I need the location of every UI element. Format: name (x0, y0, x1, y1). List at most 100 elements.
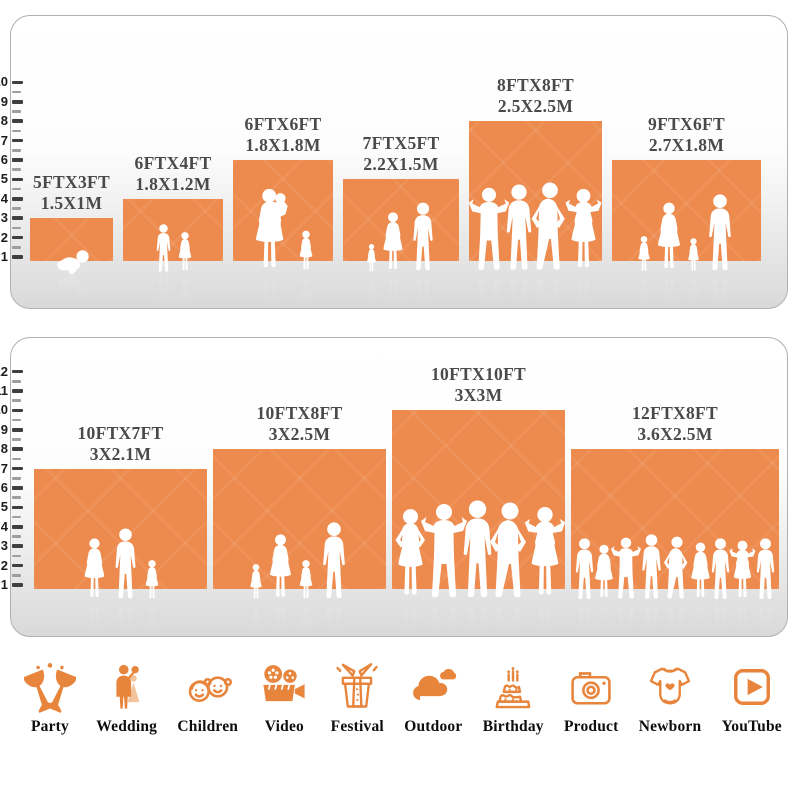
person-silhouette-man (110, 528, 141, 602)
ruler-tick-major (12, 369, 23, 374)
backdrop-size-m: 1.5X1M (40, 192, 103, 213)
category-item-video: Video (258, 660, 310, 736)
people-reflection (109, 274, 237, 324)
ruler-tick-major (12, 525, 23, 529)
backdrop-size-m: 1.8X1.8M (245, 134, 321, 155)
backdrop-size-m: 3X2.5M (268, 423, 331, 444)
backdrop-size-m: 1.8X1.2M (135, 173, 211, 194)
outdoor-icon (407, 660, 459, 714)
backdrop-label: 9FTX6FT 2.7X1.8M (648, 114, 725, 155)
ruler-number: 4 (0, 190, 8, 206)
ruler-tick-minor (12, 477, 21, 480)
backdrop-size-ft: 10FTX7FT (77, 423, 164, 444)
backdrop-size-ft: 12FTX8FT (631, 403, 719, 424)
backdrop-label: 5FTX3FT 1.5X1M (33, 172, 110, 213)
person-silhouette-girl (176, 274, 194, 316)
ruler-number: 3 (0, 210, 8, 226)
backdrop-9ftx6ft: 9FTX6FT 2.7X1.8M (612, 114, 761, 261)
ruler-tick-major (12, 486, 23, 490)
people-group (109, 224, 237, 274)
ruler-number: 4 (0, 518, 8, 534)
backdrop-size-ft: 7FTX5FT (362, 133, 440, 154)
ruler-number: 8 (0, 441, 8, 457)
ruler-tick-major (12, 583, 23, 587)
person-silhouette-girl (143, 602, 161, 644)
ruler-number: 7 (0, 460, 8, 476)
category-label: Party (30, 718, 69, 735)
person-silhouette-girl (686, 274, 701, 310)
person-silhouette-man (408, 202, 438, 274)
backdrop-size-m: 3.6X2.5M (637, 423, 713, 444)
ruler-tick-major (12, 428, 23, 432)
person-silhouette-girl (143, 560, 161, 602)
ruler-tick-major (12, 158, 23, 162)
ruler-tick-major (12, 544, 23, 548)
ruler-tick-major (12, 197, 23, 201)
person-silhouette-baby (52, 274, 91, 300)
ruler-tick-major (12, 466, 23, 471)
ruler-number: 10 (0, 74, 8, 90)
person-silhouette-woman (380, 274, 406, 336)
backdrop-size-ft: 9FTX6FT (648, 114, 725, 135)
backdrop-label: 7FTX5FT 2.2X1.5M (363, 133, 440, 174)
ruler-tick-major (12, 80, 23, 85)
person-silhouette-man (752, 538, 779, 602)
ruler-number: 9 (0, 421, 8, 437)
ruler-number: 1 (0, 577, 8, 592)
ruler-number: 3 (0, 538, 8, 554)
person-silhouette-woman (81, 602, 108, 666)
category-item-product: Product (564, 660, 619, 736)
newborn-icon (644, 660, 696, 714)
person-silhouette-man (752, 602, 779, 666)
category-item-wedding: Wedding (96, 660, 157, 736)
ruler-number: 7 (0, 132, 8, 148)
ruler-tick-minor (12, 226, 21, 230)
category-item-youtube: YouTube (722, 660, 782, 736)
ruler-number: 5 (0, 171, 8, 187)
backdrop-rect (213, 449, 386, 589)
ruler-tick-minor (12, 438, 21, 441)
person-silhouette-woman-carry (252, 188, 295, 274)
panel-small-backdrops: 109876543215FTX3FT1.5X1M6FTX4FT1.8X1.2M6… (0, 15, 788, 309)
ruler-number: 2 (0, 557, 8, 573)
ruler-number: 8 (0, 113, 8, 129)
ruler-tick-major (12, 177, 23, 182)
category-label: YouTube (721, 718, 782, 735)
backdrop-6ftx4ft: 6FTX4FT 1.8X1.2M (123, 153, 223, 261)
person-silhouette-man (153, 224, 174, 274)
ruler-tick-minor (12, 168, 21, 171)
ruler-number: 9 (0, 93, 8, 109)
backdrop-size-ft: 10FTX8FT (256, 403, 343, 424)
backdrop-size-ft: 8FTX8FT (497, 75, 574, 96)
backdrop-label: 10FTX10FT 3X3M (431, 364, 526, 405)
ruler-tick-minor (12, 207, 21, 210)
category-label: Outdoor (404, 718, 463, 735)
video-icon (258, 660, 310, 714)
backdrop-10ftx10ft: 10FTX10FT 3X3M (392, 364, 565, 589)
ruler-tick-major (12, 563, 23, 568)
ruler-tick-minor (12, 496, 21, 499)
people-group (329, 202, 473, 274)
person-silhouette-girl (636, 274, 652, 312)
ruler-tick-minor (12, 399, 21, 402)
backdrop-6ftx6ft: 6FTX6FT 1.8X1.8M (233, 114, 333, 261)
person-silhouette-girl (297, 230, 315, 274)
person-silhouette-woman (380, 212, 406, 274)
ruler-tick-major (12, 505, 23, 510)
category-label: Children (177, 718, 239, 735)
festival-icon (331, 660, 383, 714)
category-label: Festival (330, 718, 384, 735)
ruler-number: 6 (0, 480, 8, 495)
ruler-number: 11 (0, 383, 8, 398)
wedding-icon (101, 660, 153, 714)
person-silhouette-girl (248, 602, 264, 640)
backdrop-label: 10FTX8FT 3X2.5M (256, 403, 342, 444)
birthday-icon (487, 660, 539, 714)
backdrop-label: 10FTX7FT 3X2.1M (77, 423, 163, 464)
ruler-number: 10 (0, 402, 8, 418)
backdrop-10ftx8ft: 10FTX8FT 3X2.5M (213, 403, 386, 589)
ruler-tick-major (12, 389, 23, 393)
ruler-tick-major (12, 447, 23, 451)
people-group (378, 500, 579, 602)
person-silhouette-girl (297, 602, 315, 644)
